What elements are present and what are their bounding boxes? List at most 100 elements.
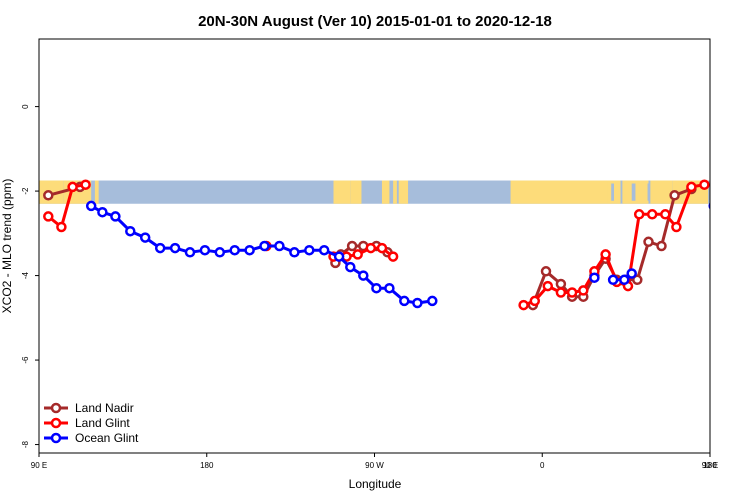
data-point [626, 268, 637, 279]
data-point [555, 278, 567, 290]
series-line [523, 183, 705, 307]
data-point [274, 240, 285, 252]
legend-item: Land Glint [44, 416, 130, 430]
data-point [318, 244, 330, 256]
data-point [738, 212, 746, 220]
data-point [529, 295, 541, 307]
data-point [723, 208, 731, 216]
x-tick-label: 90 W [365, 461, 384, 470]
data-point [646, 209, 658, 220]
data-point [345, 261, 356, 273]
map-band-sea [328, 183, 331, 201]
data-point [352, 249, 363, 260]
data-point [607, 274, 619, 286]
y-tick-label: 0 [21, 104, 30, 109]
data-point [619, 274, 630, 286]
data-point [125, 225, 136, 237]
map-band-land [650, 180, 673, 204]
data-point [259, 240, 270, 252]
map-band-land [510, 180, 608, 204]
data-point [358, 270, 369, 281]
y-tick-label: -4 [21, 271, 30, 279]
data-point [371, 282, 382, 294]
data-point [600, 249, 611, 260]
series-line [47, 183, 86, 229]
world-map-band [39, 180, 710, 204]
data-point [304, 244, 315, 256]
data-point [708, 202, 710, 210]
data-point [671, 221, 682, 233]
legend-swatch-marker [50, 432, 62, 444]
legend-label: Land Glint [75, 416, 130, 430]
y-tick-label: -2 [21, 187, 30, 195]
map-band-sea [611, 183, 615, 201]
series-line [531, 187, 692, 306]
y-axis: 0 -2 -4 -6 -8 [21, 104, 39, 448]
legend-swatch-marker [50, 417, 62, 429]
legend-label: Land Nadir [75, 401, 134, 415]
x-axis-label: Longitude [349, 477, 402, 491]
data-point [346, 240, 358, 252]
data-point [333, 251, 345, 262]
data-point [427, 295, 438, 307]
x-tick-label: 180 [703, 461, 717, 470]
series-ocean-glint [85, 200, 750, 309]
data-point [540, 266, 552, 277]
y-tick-label: -6 [21, 356, 30, 364]
map-band-land [393, 180, 397, 204]
map-band-land [94, 180, 99, 204]
data-point [289, 247, 300, 258]
data-point [43, 190, 54, 201]
data-point [699, 179, 710, 190]
data-point [67, 181, 78, 193]
data-point [578, 285, 589, 296]
data-point [633, 209, 645, 220]
x-tick-label: 90 E [31, 461, 47, 470]
data-point [518, 299, 529, 311]
data-point [97, 206, 108, 218]
y-tick-label: -8 [21, 440, 30, 448]
x-tick-label: 90 E [702, 461, 718, 470]
map-band-sea [631, 183, 636, 201]
map-band-land [80, 180, 92, 204]
data-point [139, 232, 151, 243]
chart-title: 20N-30N August (Ver 10) 2015-01-01 to 20… [198, 13, 552, 30]
data-point [80, 179, 91, 190]
data-point [199, 244, 211, 256]
data-point [229, 244, 240, 256]
map-band-land [333, 180, 351, 204]
series-layer [43, 179, 750, 311]
data-point [110, 211, 121, 222]
data-point [214, 247, 226, 258]
data-point [656, 240, 667, 252]
map-band-land [398, 180, 409, 204]
data-point [542, 280, 554, 292]
legend-label: Ocean Glint [75, 431, 139, 445]
data-point [589, 272, 600, 283]
data-point [632, 274, 643, 286]
data-point [387, 251, 399, 262]
map-band-land [381, 180, 390, 204]
data-point [244, 244, 255, 256]
legend-swatch-marker [50, 402, 62, 414]
series-land-glint [43, 179, 710, 311]
data-point [365, 242, 377, 254]
series-line [714, 206, 750, 250]
data-point [555, 287, 567, 298]
data-point [669, 190, 680, 201]
data-point [154, 242, 166, 254]
map-band-land [350, 180, 362, 204]
data-point [85, 200, 97, 212]
x-tick-label: 0 [540, 461, 545, 470]
data-point [566, 287, 578, 298]
data-point [184, 247, 196, 258]
y-axis-label: XCO2 - MLO trend (ppm) [0, 179, 14, 314]
data-point [399, 295, 410, 307]
data-point [169, 242, 181, 254]
legend-item: Land Nadir [44, 401, 134, 415]
data-point [376, 242, 388, 254]
